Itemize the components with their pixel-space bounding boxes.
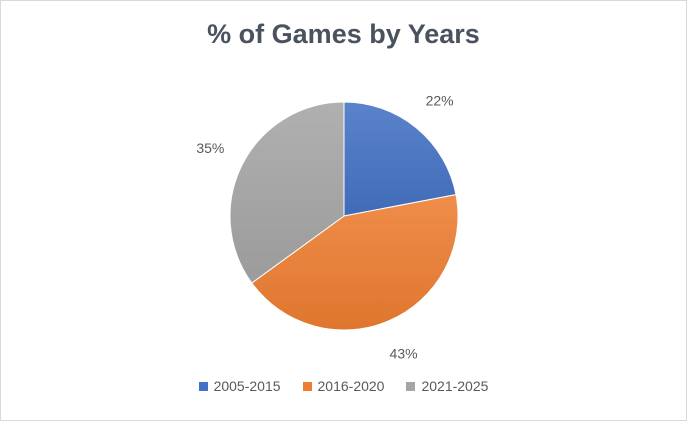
data-label-2021-2025: 35% [196, 140, 224, 156]
data-label-2005-2015: 22% [426, 92, 454, 108]
pie-slice-2021-2025 [229, 101, 345, 284]
legend-item-2016-2020: 2016-2020 [302, 378, 385, 394]
chart-title: % of Games by Years [207, 19, 480, 49]
legend-label: 2016-2020 [317, 378, 385, 394]
legend-label: 2021-2025 [421, 378, 489, 394]
data-label-2016-2020: 43% [390, 346, 418, 362]
pie-slice-2005-2015 [343, 101, 457, 217]
legend-swatch [406, 381, 416, 391]
legend-item-2005-2015: 2005-2015 [198, 378, 281, 394]
chart-legend: 2005-2015 2016-2020 2021-2025 [0, 378, 687, 394]
legend-label: 2005-2015 [213, 378, 281, 394]
pie-slice-2016-2020 [251, 194, 459, 331]
legend-swatch [302, 381, 312, 391]
legend-item-2021-2025: 2021-2025 [406, 378, 488, 394]
legend-swatch [198, 381, 208, 391]
